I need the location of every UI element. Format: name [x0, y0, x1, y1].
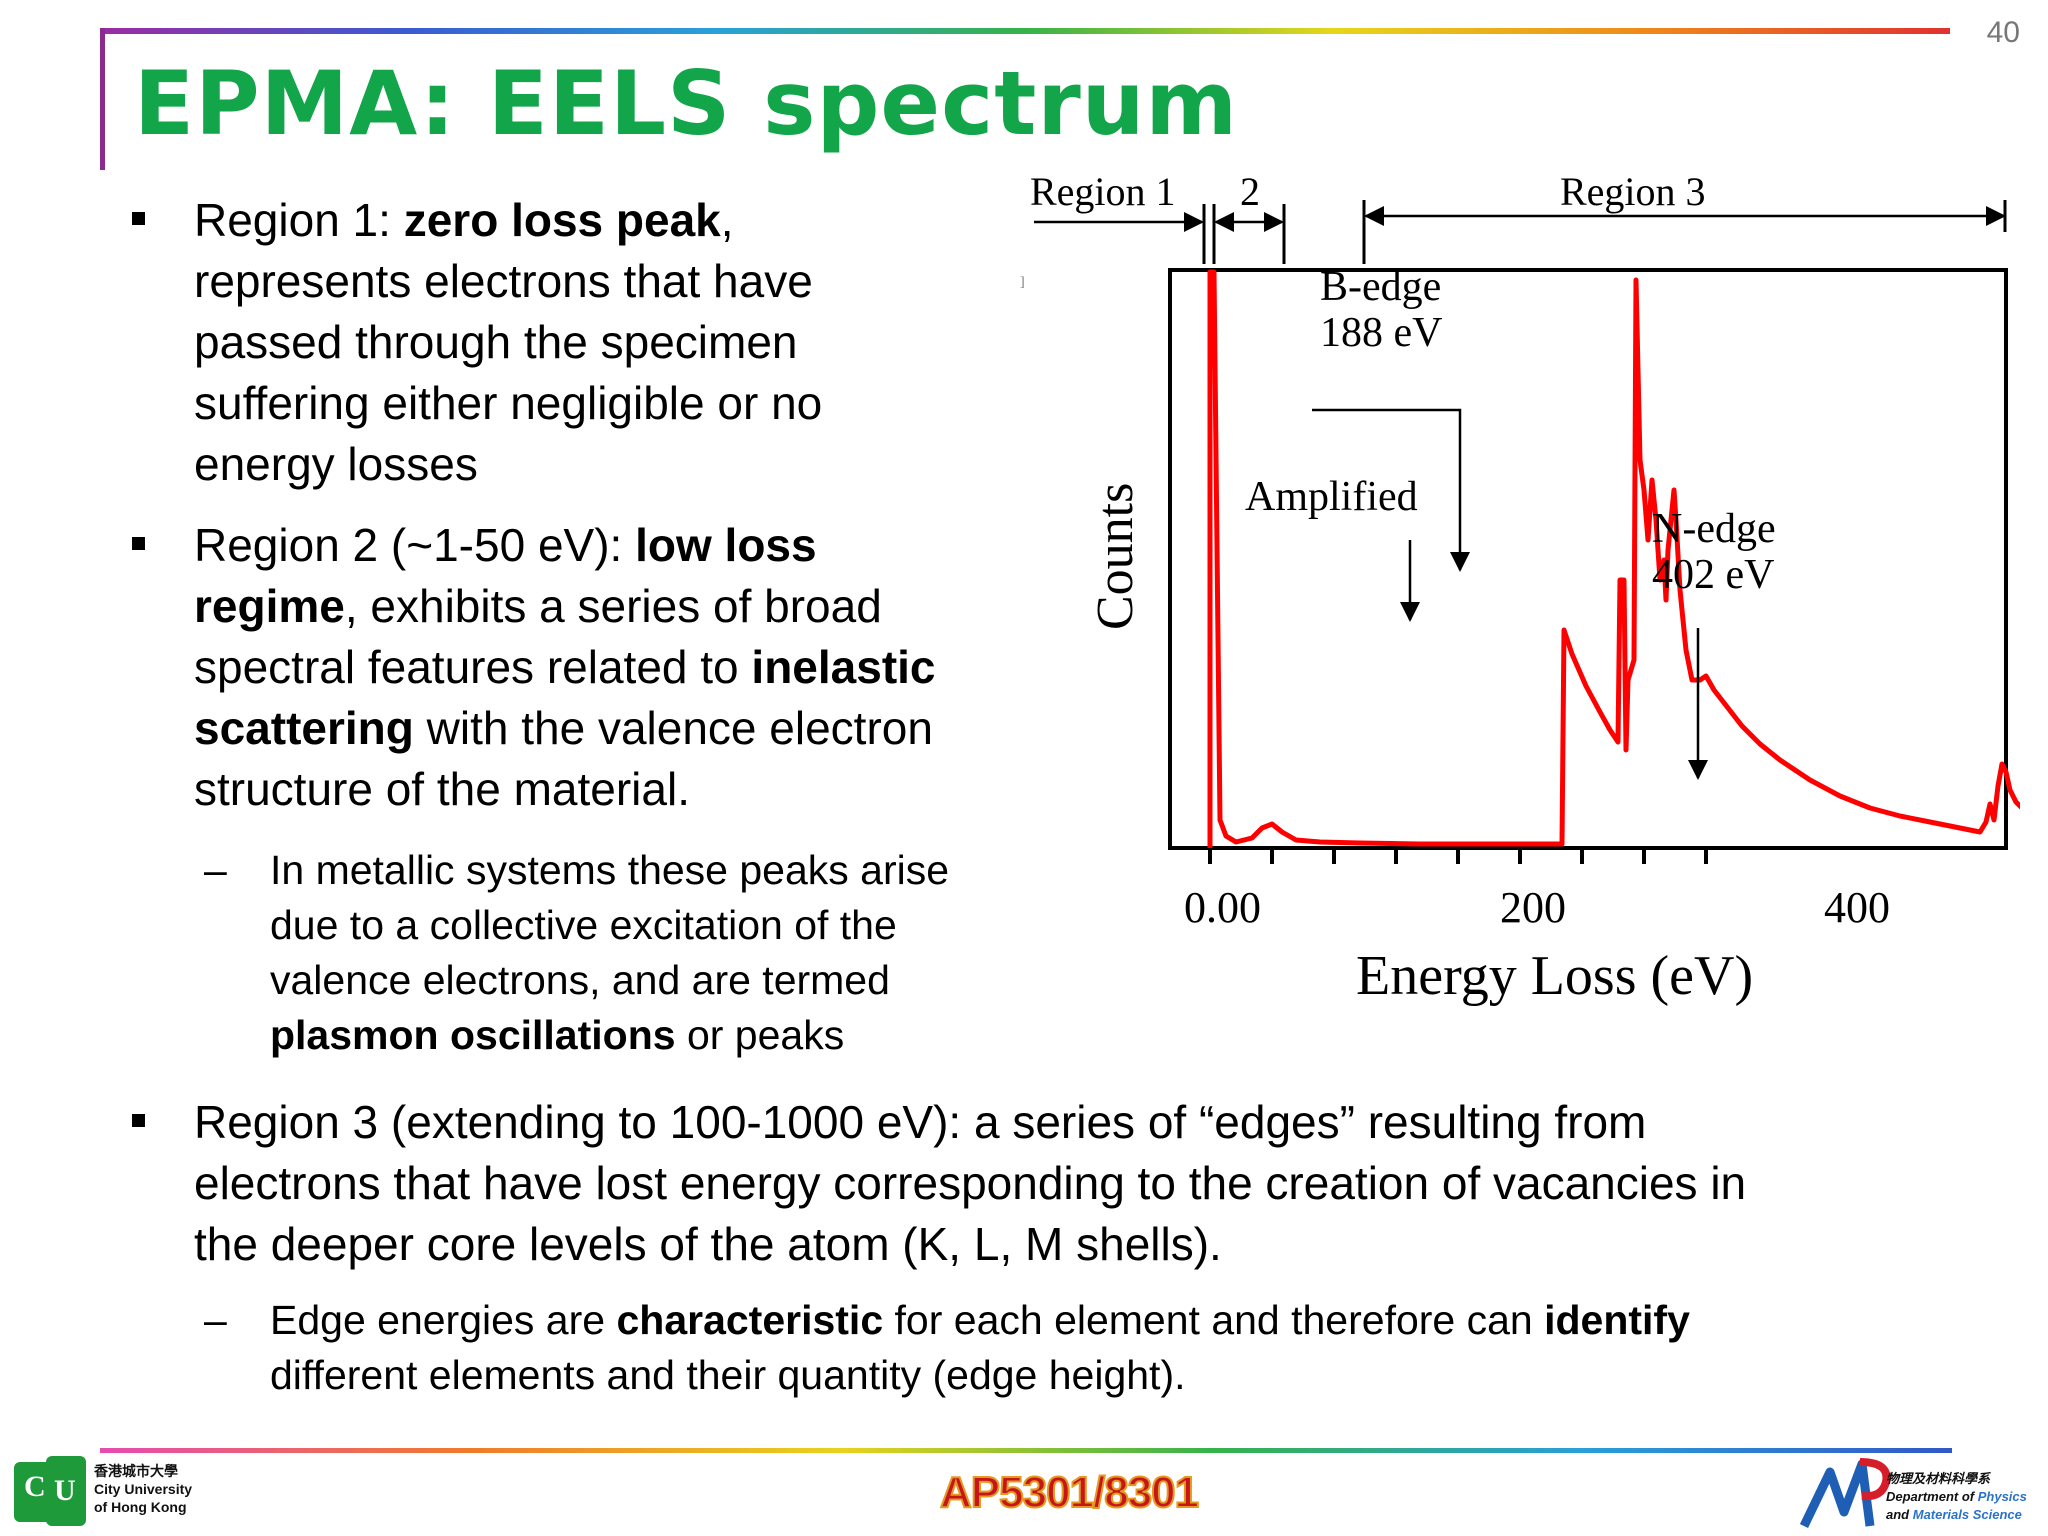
cityu-name-en2: of Hong Kong: [94, 1499, 187, 1515]
region2-label: 2: [1240, 169, 1260, 214]
text-line: Region 1: zero loss peak,: [194, 190, 1044, 251]
text-line: different elements and their quantity (e…: [270, 1348, 1970, 1403]
slide-title: EPMA: EELS spectrum: [134, 52, 1239, 155]
text-run: suffering either negligible or no: [194, 377, 823, 429]
course-code: AP5301/8301: [939, 1467, 1200, 1518]
dash-icon: –: [204, 1297, 227, 1343]
bedge-label-line1: B-edge: [1320, 264, 1441, 310]
text-run: passed through the specimen: [194, 316, 798, 368]
nedge-label-line2: 402 eV: [1652, 552, 1774, 598]
text-line: valence electrons, and are termed: [270, 953, 1070, 1008]
bullet-square-icon: [132, 212, 145, 225]
x-tick-200: 200: [1500, 883, 1566, 932]
bedge-label-line2: 188 eV: [1320, 310, 1442, 356]
text-run: , exhibits a series of broad: [344, 580, 882, 632]
title-accent-bar: [100, 28, 105, 170]
text-line: passed through the specimen: [194, 312, 1044, 373]
text-run: the deeper core levels of the atom (K, L…: [194, 1218, 1222, 1270]
amplified-label: Amplified: [1245, 474, 1418, 520]
text-line: spectral features related to inelastic: [194, 637, 1054, 698]
cityu-name-zh: 香港城市大學: [94, 1463, 178, 1479]
svg-text:U: U: [54, 1474, 76, 1507]
text-line: represents electrons that have: [194, 251, 1044, 312]
footer-gradient-bar: [100, 1448, 1952, 1453]
text-line: Region 3 (extending to 100-1000 eV): a s…: [194, 1092, 1954, 1153]
text-run: due to a collective excitation of the: [270, 902, 897, 948]
nedge-label-line1: N-edge: [1652, 506, 1776, 552]
bold-text: scattering: [194, 702, 414, 754]
text-run: different elements and their quantity (e…: [270, 1352, 1186, 1398]
text-line: the deeper core levels of the atom (K, L…: [194, 1214, 1954, 1275]
department-name-en-part1: Department of: [1886, 1489, 1978, 1504]
region1-label: Region 1: [1030, 169, 1176, 214]
department-name-en-physics: Physics: [1977, 1489, 2027, 1504]
text-run: energy losses: [194, 438, 478, 490]
x-tick-0: 0.00: [1184, 883, 1261, 932]
cityu-name: 香港城市大學 City University of Hong Kong: [94, 1462, 192, 1516]
text-run: In metallic systems these peaks arise: [270, 847, 950, 893]
cityu-logo-icon: C U: [14, 1456, 86, 1526]
text-run: Region 1:: [194, 194, 404, 246]
stray-mark: ]: [1020, 275, 1025, 290]
subbullet-plasmon: – In metallic systems these peaks arise d…: [204, 843, 1070, 1063]
text-run: electrons that have lost energy correspo…: [194, 1157, 1747, 1209]
subbullet-edge-energies: – Edge energies are characteristic for e…: [204, 1293, 1970, 1403]
bullet-region3: Region 3 (extending to 100-1000 eV): a s…: [132, 1092, 1954, 1275]
text-run: Region 3 (extending to 100-1000 eV): a s…: [194, 1096, 1647, 1148]
text-line: due to a collective excitation of the: [270, 898, 1070, 953]
text-run: valence electrons, and are termed: [270, 957, 890, 1003]
text-line: energy losses: [194, 434, 1044, 495]
eels-spectrum-figure: Region 1 2 Region 3 ] B-edge 188 eV Ampl…: [1020, 169, 2020, 1007]
text-line: In metallic systems these peaks arise: [270, 843, 1070, 898]
bold-text: inelastic: [751, 641, 936, 693]
text-run: Edge energies are: [270, 1297, 617, 1343]
x-axis-ticks: [1208, 848, 1708, 864]
page-number: 40: [1986, 16, 2020, 49]
svg-text:C: C: [24, 1470, 46, 1503]
text-line: scattering with the valence electron: [194, 698, 1054, 759]
department-name-en-part2: and: [1886, 1507, 1913, 1522]
text-line: electrons that have lost energy correspo…: [194, 1153, 1954, 1214]
bold-text: identify: [1544, 1297, 1690, 1343]
plot-frame: [1168, 268, 2008, 850]
text-run: represents electrons that have: [194, 255, 813, 307]
department-logo-icon: [1800, 1458, 1891, 1528]
x-tick-400: 400: [1824, 883, 1890, 932]
bullet-square-icon: [132, 1114, 145, 1127]
bullet-region1: Region 1: zero loss peak, represents elec…: [132, 190, 1044, 495]
x-axis-label: Energy Loss (eV): [1356, 945, 1753, 1007]
text-run: structure of the material.: [194, 763, 690, 815]
text-line: structure of the material.: [194, 759, 1054, 820]
department-name: 物理及材料科學系 Department of Physics and Mater…: [1886, 1470, 2027, 1524]
text-run: Region 2 (~1-50 eV):: [194, 519, 636, 571]
text-run: ,: [720, 194, 734, 246]
bullet-region2: Region 2 (~1-50 eV): low loss regime, exh…: [132, 515, 1054, 820]
department-name-zh: 物理及材料科學系: [1886, 1471, 1991, 1486]
top-gradient-bar: [100, 28, 1950, 34]
bold-text: characteristic: [616, 1297, 884, 1343]
bullet-square-icon: [132, 537, 145, 550]
text-line: Region 2 (~1-50 eV): low loss: [194, 515, 1054, 576]
cityu-name-en1: City University: [94, 1481, 193, 1497]
bold-text: plasmon oscillations: [270, 1012, 676, 1058]
dash-icon: –: [204, 847, 227, 893]
bold-text: zero loss peak: [403, 194, 721, 246]
text-line: plasmon oscillations or peaks: [270, 1008, 1070, 1063]
department-name-en-materials: Materials Science: [1912, 1507, 2022, 1522]
text-line: regime, exhibits a series of broad: [194, 576, 1054, 637]
text-run: for each element and therefore can: [883, 1297, 1545, 1343]
bold-text: low loss: [635, 519, 817, 571]
y-axis-label: Counts: [1087, 483, 1144, 630]
text-run: spectral features related to: [194, 641, 752, 693]
text-run: or peaks: [675, 1012, 845, 1058]
text-line: suffering either negligible or no: [194, 373, 1044, 434]
spectrum-line: [1207, 269, 2020, 848]
text-run: with the valence electron: [413, 702, 933, 754]
text-line: Edge energies are characteristic for eac…: [270, 1293, 1970, 1348]
region3-label: Region 3: [1560, 169, 1706, 214]
bold-text: regime: [194, 580, 345, 632]
bedge-leader: [1312, 408, 1470, 572]
